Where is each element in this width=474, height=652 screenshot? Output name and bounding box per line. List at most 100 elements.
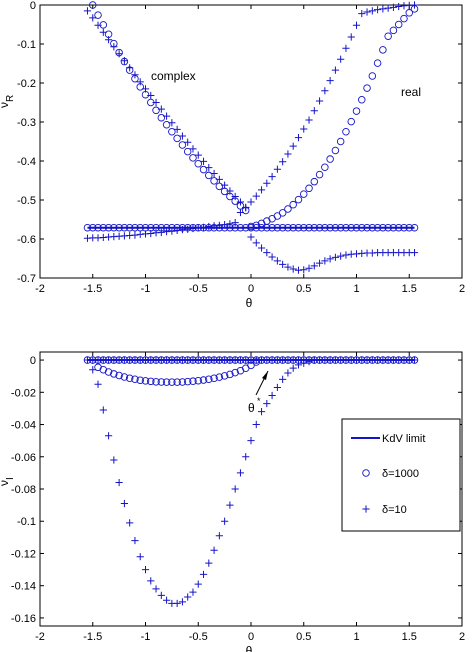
y-tick-label: -0.06 xyxy=(11,452,36,464)
series-3-point xyxy=(268,173,276,181)
series-2-point xyxy=(173,134,181,143)
series-4-point xyxy=(310,262,318,270)
series-4-point xyxy=(152,585,160,593)
series-2-point xyxy=(99,365,108,374)
series-3-point xyxy=(305,116,313,124)
y-axis-label-main: ν xyxy=(0,480,11,486)
series-2-point xyxy=(199,376,208,384)
series-4-point xyxy=(199,570,208,579)
x-tick-label: 0.5 xyxy=(296,631,311,643)
series-4-point xyxy=(178,598,187,606)
series-1-point xyxy=(300,223,308,232)
series-3-point xyxy=(310,107,318,115)
series-2-point xyxy=(405,9,414,17)
series-4-point xyxy=(205,559,213,567)
series-4-point xyxy=(173,125,181,134)
series-1-point xyxy=(88,223,97,232)
series-4-point xyxy=(168,119,176,127)
series-3-point xyxy=(226,220,234,228)
series-2-point xyxy=(284,205,292,213)
series-2-point xyxy=(220,372,229,380)
series-1-point xyxy=(342,223,350,232)
series-4-point xyxy=(184,593,192,601)
annotation-arrowhead xyxy=(262,371,268,380)
series-2-point xyxy=(110,370,118,378)
series-4-point xyxy=(131,71,139,79)
series-3-point xyxy=(389,3,398,11)
x-tick-label: -2 xyxy=(35,631,45,643)
series-4-point xyxy=(221,517,229,525)
x-tick-label: -1.5 xyxy=(83,631,102,643)
series-3-point xyxy=(189,224,197,233)
series-3-point xyxy=(294,134,303,142)
series-2-point xyxy=(147,377,155,386)
series-4-point xyxy=(120,499,128,508)
x-tick-label: 0 xyxy=(248,283,254,295)
series-4-point xyxy=(331,253,339,261)
x-tick-label: 0 xyxy=(248,631,254,643)
x-axis-label: θ xyxy=(246,296,253,310)
series-4-point xyxy=(221,181,229,189)
series-2-point xyxy=(373,59,382,67)
series-4-point xyxy=(152,98,160,107)
series-4-point xyxy=(89,14,97,22)
series-1-point xyxy=(368,223,377,232)
x-tick-label: 1 xyxy=(353,631,359,643)
series-4-point xyxy=(210,546,218,554)
series-3-point xyxy=(199,223,208,231)
series-2-point xyxy=(104,368,113,376)
series-4-point xyxy=(247,437,255,445)
series-2-point xyxy=(363,84,371,92)
series-2-point xyxy=(168,378,176,386)
series-3-point xyxy=(157,228,165,236)
series-4-point xyxy=(300,359,308,367)
y-tick-label: -0.14 xyxy=(11,581,36,593)
series-4-point xyxy=(94,21,102,29)
series-1-point xyxy=(352,223,361,232)
series-2-point xyxy=(178,141,187,149)
series-1-point xyxy=(99,223,108,232)
series-4-point xyxy=(215,175,223,183)
series-4-point xyxy=(141,85,150,93)
series-3-point xyxy=(279,158,287,166)
series-1-point xyxy=(373,223,382,232)
series-3-point xyxy=(168,227,176,235)
series-1-point xyxy=(110,223,118,232)
series-3-point xyxy=(252,192,260,200)
series-3-point xyxy=(342,44,350,52)
series-1-point xyxy=(273,223,282,232)
series-4-point xyxy=(126,519,134,527)
series-4-point xyxy=(257,244,266,252)
series-3-point xyxy=(331,66,339,74)
x-tick-label: -2 xyxy=(35,283,45,295)
x-tick-label: -0.5 xyxy=(189,631,208,643)
y-tick-label: -0.16 xyxy=(11,613,36,625)
series-2-point xyxy=(152,106,160,115)
series-2-point xyxy=(152,378,160,386)
y-tick-label: -0.7 xyxy=(17,273,36,285)
series-4-point xyxy=(157,591,165,599)
series-2-point xyxy=(178,378,187,386)
x-tick-label: 2 xyxy=(459,631,465,643)
series-1-point xyxy=(104,223,113,232)
series-2-point xyxy=(210,374,218,383)
series-2-point xyxy=(368,72,377,80)
series-4-point xyxy=(189,145,197,153)
series-4-point xyxy=(199,157,208,165)
series-4-point xyxy=(268,253,276,261)
series-4-point xyxy=(231,485,239,493)
series-4-point xyxy=(178,132,187,140)
x-tick-label: 1 xyxy=(353,283,359,295)
series-2-point xyxy=(189,154,197,162)
series-2-point xyxy=(321,163,329,171)
y-tick-label: -0.04 xyxy=(11,420,36,432)
x-tick-label: 1.5 xyxy=(402,283,417,295)
series-4-point xyxy=(305,358,313,366)
series-4-point xyxy=(99,28,107,36)
series-3-point xyxy=(131,231,139,239)
y-tick-label: -0.08 xyxy=(11,484,36,496)
series-2-point xyxy=(168,127,176,136)
series-4-point xyxy=(279,260,287,268)
series-4-point xyxy=(147,91,155,100)
series-2-point xyxy=(210,177,218,185)
